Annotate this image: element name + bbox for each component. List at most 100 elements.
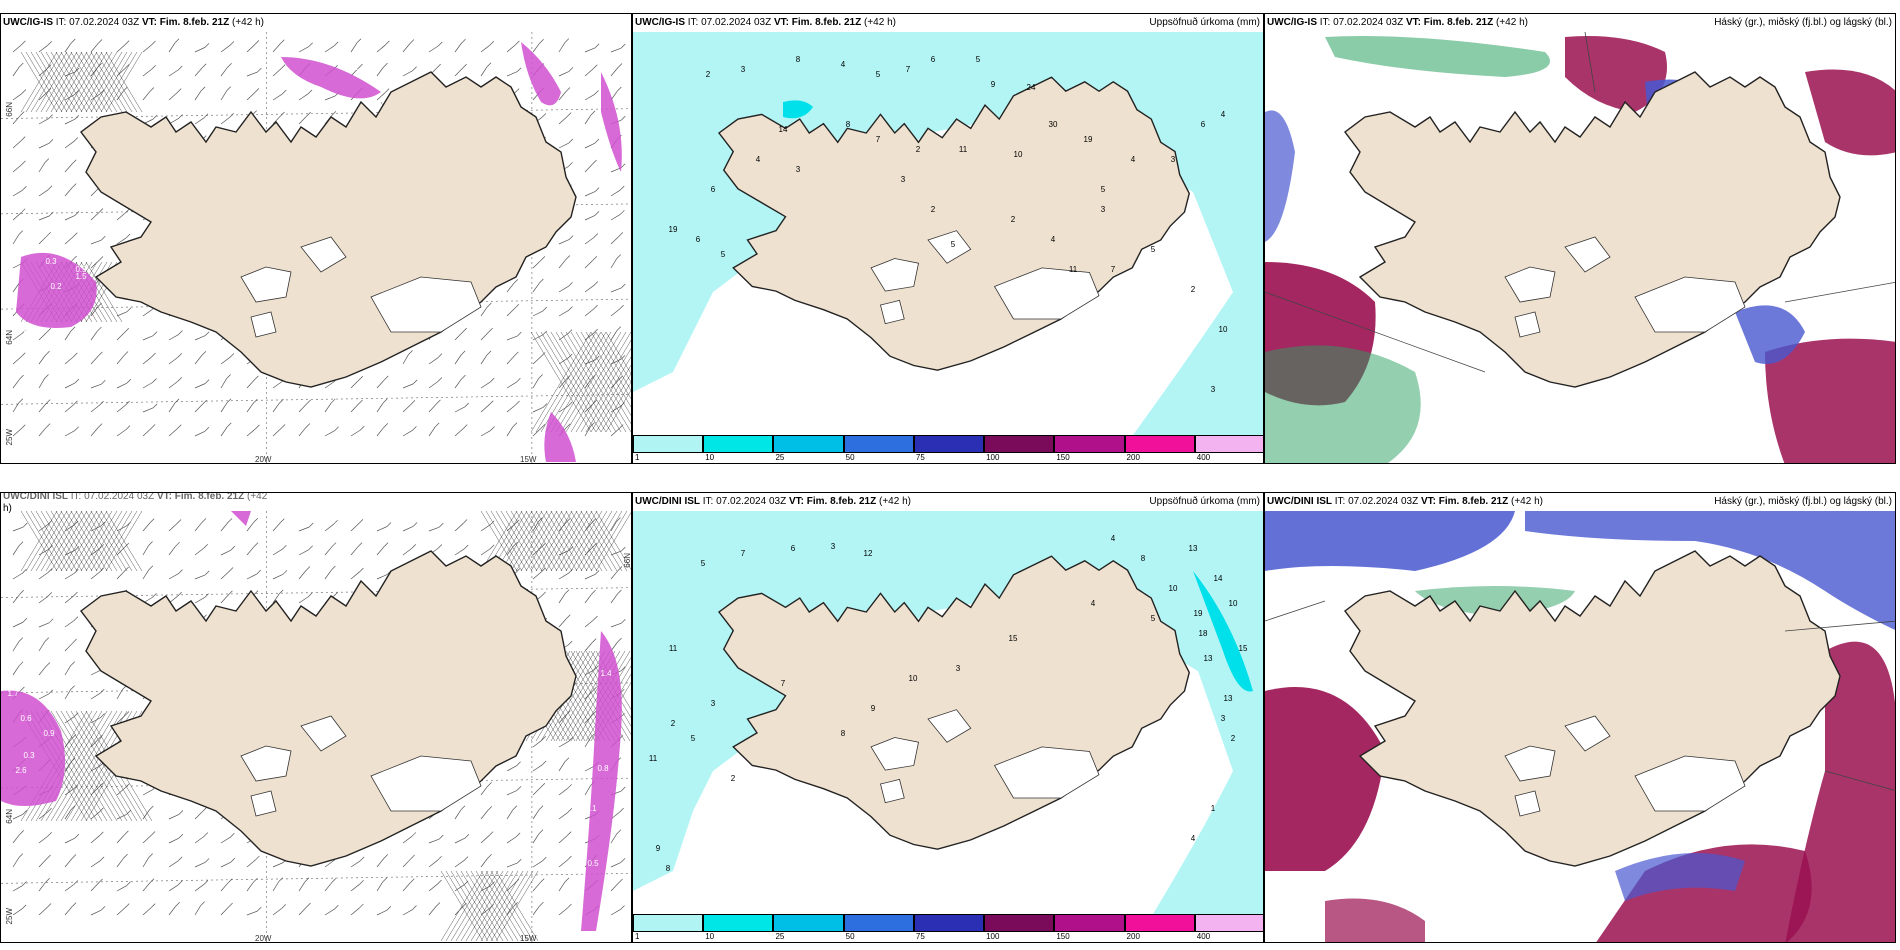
wind-barb [116, 311, 128, 317]
wind-barb-flag [462, 519, 468, 524]
wind-barb [116, 237, 127, 245]
wind-barb [220, 882, 229, 892]
wind-barb [584, 426, 591, 437]
wind-barb-flag [410, 878, 415, 884]
precip-value-label: 6 [1201, 120, 1206, 129]
coastline [80, 550, 577, 867]
wind-barb [90, 427, 99, 437]
wind-barb-flag [229, 353, 235, 358]
wind-barb-flag [151, 352, 156, 358]
wind-barb [506, 381, 517, 389]
wind-barb [142, 309, 153, 317]
wind-barb [12, 665, 20, 676]
icing-value-label: 0.9 [43, 729, 55, 738]
wind-barb-flag [513, 541, 518, 547]
hatch-line [60, 51, 98, 113]
wind-barb-flag [593, 64, 598, 70]
wind-barb-flag [617, 637, 622, 643]
wind-barb [38, 835, 48, 844]
wind-barb-flag [592, 159, 597, 165]
colorbar-swatch [633, 914, 704, 932]
wind-barb-flag [125, 233, 131, 239]
wind-barb [90, 239, 102, 245]
wind-barb-flag [437, 544, 443, 549]
hatch-line [40, 511, 78, 572]
wind-barb [532, 833, 540, 844]
wind-barb [38, 235, 47, 245]
wind-barb [272, 908, 282, 916]
wind-barb [142, 407, 154, 413]
precip-value-label: 6 [791, 544, 796, 553]
wind-barb-flag [308, 42, 313, 47]
precip-value-label: 19 [669, 225, 678, 234]
wind-barb [558, 761, 566, 772]
wind-barb [90, 811, 100, 820]
wind-barb-flag [126, 881, 131, 886]
glacier-outline [927, 709, 972, 743]
wind-barb-flag [203, 113, 209, 119]
wind-barb [506, 906, 514, 916]
mid-cloud-area [1765, 338, 1895, 463]
hatch-line [590, 364, 631, 433]
wind-barb-flag [490, 881, 495, 886]
wind-barb-flag [70, 326, 76, 332]
wind-barb [558, 91, 567, 101]
wind-barb-flag [382, 398, 388, 404]
wind-barb-flag [512, 805, 518, 810]
wind-barb-flag [125, 400, 130, 406]
wind-barb-flag [72, 255, 77, 261]
precip-value-label: 5 [721, 250, 726, 259]
wind-barb-flag [412, 379, 418, 385]
wind-barb [298, 570, 307, 580]
hatch-line [80, 511, 118, 572]
wind-barb-flag [541, 113, 547, 118]
wind-barb-flag [461, 374, 466, 380]
wind-barb [168, 523, 178, 532]
wind-barb [12, 282, 20, 293]
wind-barb-flag [358, 399, 363, 405]
wind-barb [584, 522, 593, 532]
wind-barb [376, 574, 388, 580]
wind-barb-flag [516, 786, 522, 791]
wind-barb-flag [21, 424, 26, 429]
wind-barb-flag [203, 832, 209, 837]
hatch-line [65, 51, 103, 113]
wind-barb [454, 428, 464, 437]
wind-barb [298, 596, 309, 604]
wind-barb [558, 239, 570, 245]
icing-value-label: 0.2 [50, 282, 62, 291]
hatch-line [570, 511, 608, 572]
lon-label-20w: 20W [255, 455, 272, 464]
wind-barb-flag [176, 519, 182, 524]
precip-value-label: 3 [901, 175, 906, 184]
glacier-outline [240, 745, 292, 782]
wind-barb [584, 737, 591, 748]
wind-barb-flag [280, 39, 285, 44]
hatch-line [95, 511, 133, 572]
hatch-line [455, 870, 499, 942]
wind-barb-flag [204, 427, 210, 432]
wind-barb [402, 909, 413, 916]
hatch-line [95, 51, 133, 113]
wind-barb-flag [253, 518, 258, 523]
wind-barb-flag [227, 878, 233, 883]
wind-barb [324, 381, 335, 389]
wind-barb-flag [464, 402, 470, 408]
wind-barb [64, 809, 72, 820]
wind-barb-flag [99, 807, 104, 813]
wind-barb [142, 356, 152, 365]
wind-barb [116, 885, 127, 892]
wind-barb [64, 330, 72, 341]
icing-value-label: 2.6 [15, 766, 27, 775]
wind-barb [90, 383, 102, 389]
wind-barb [90, 260, 100, 269]
wind-barb-flag [568, 306, 573, 311]
wind-barb-flag [593, 281, 599, 286]
wind-barb-flag [70, 685, 75, 690]
wind-barb [194, 383, 206, 389]
wind-barb [402, 526, 414, 532]
wind-barb [324, 908, 335, 916]
wind-barb-flag [411, 832, 417, 837]
wind-barb [298, 93, 309, 101]
precip-value-label: 14 [1214, 574, 1223, 583]
